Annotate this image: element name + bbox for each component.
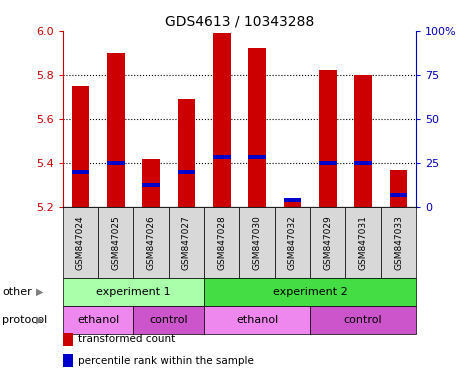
Bar (213, 33, 231, 207)
Bar (213, 155, 231, 159)
Text: percentile rank within the sample: percentile rank within the sample (78, 356, 253, 366)
Bar (107, 53, 125, 207)
Text: transformed count: transformed count (78, 334, 175, 344)
Bar (142, 183, 160, 187)
Bar (107, 161, 125, 165)
Text: protocol: protocol (2, 315, 47, 325)
Text: ethanol: ethanol (77, 315, 119, 325)
Text: other: other (2, 287, 32, 297)
Bar (354, 161, 372, 165)
Text: GSM847030: GSM847030 (252, 215, 262, 270)
Bar (178, 99, 195, 207)
Bar (142, 159, 160, 207)
Bar (72, 86, 89, 207)
Text: GSM847033: GSM847033 (394, 215, 403, 270)
Bar (284, 201, 301, 207)
Bar (178, 170, 195, 174)
Bar (248, 48, 266, 207)
Text: GSM847025: GSM847025 (111, 215, 120, 270)
Bar (390, 170, 407, 207)
Text: control: control (344, 315, 383, 325)
Text: GSM847027: GSM847027 (182, 215, 191, 270)
Bar (284, 198, 301, 202)
Text: GSM847026: GSM847026 (146, 215, 156, 270)
Text: GSM847031: GSM847031 (359, 215, 368, 270)
Bar (354, 75, 372, 207)
Text: ▶: ▶ (36, 315, 43, 325)
Text: ethanol: ethanol (236, 315, 278, 325)
Bar (319, 161, 337, 165)
Bar (248, 155, 266, 159)
Text: experiment 2: experiment 2 (273, 287, 347, 297)
Text: GSM847032: GSM847032 (288, 215, 297, 270)
Bar (319, 70, 337, 207)
Text: control: control (149, 315, 188, 325)
Bar (72, 170, 89, 174)
Text: ▶: ▶ (36, 287, 43, 297)
Title: GDS4613 / 10343288: GDS4613 / 10343288 (165, 14, 314, 28)
Bar (390, 193, 407, 197)
Text: experiment 1: experiment 1 (96, 287, 171, 297)
Text: GSM847028: GSM847028 (217, 215, 226, 270)
Text: GSM847024: GSM847024 (76, 215, 85, 270)
Text: GSM847029: GSM847029 (323, 215, 332, 270)
